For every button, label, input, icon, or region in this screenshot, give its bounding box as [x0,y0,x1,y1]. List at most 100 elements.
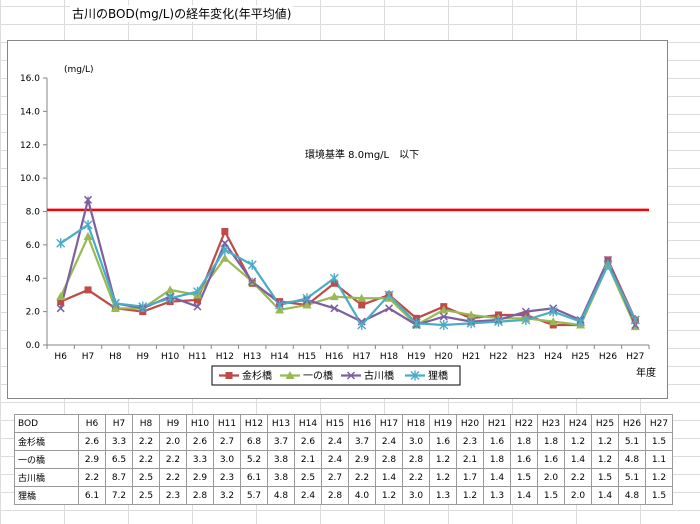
table-cell: 1.6 [429,432,457,451]
legend-label: 古川橋 [364,369,394,382]
table-year-header: H12 [240,414,268,433]
data-point [57,298,65,306]
x-tick-label: H15 [298,352,316,362]
x-tick-label: H16 [325,352,343,362]
table-cell: 6.1 [78,486,106,505]
table-cell: 3.3 [186,450,214,469]
data-point [346,371,356,380]
data-point [302,300,312,309]
data-point [357,293,367,302]
data-point [225,372,233,379]
data-point [548,306,558,317]
table-cell: 3.0 [402,486,430,505]
data-point [603,259,613,270]
x-tick-label: H13 [243,352,261,362]
x-tick-label: H27 [626,352,644,362]
table-row: 古川橋 2.2 8.7 2.5 2.2 2.9 2.3 6.1 3.8 2.5 2.7 2.2 1.4 2… [14,468,673,487]
data-point [165,285,175,294]
data-point [285,371,295,379]
line-chart: 0.0 2.0 4.0 6.0 8.0 10.0 12.0 14.0 16.0 (mg/L) H6 H… [20,65,656,386]
table-cell: 2.3 [456,432,484,451]
table-cell: 3.0 [213,450,241,469]
table-row: 一の橋 2.9 6.5 2.2 2.2 3.3 3.0 5.2 3.8 2.1 2.4 2.9 2.8 2… [14,450,673,469]
x-tick-label: H11 [188,352,206,362]
y-tick-label: 4.0 [26,274,41,284]
data-point [193,302,202,311]
table-cell: 1.7 [456,468,484,487]
table-cell: 3.2 [213,486,241,505]
table-cell: 1.4 [375,468,403,487]
table-cell: 1.4 [483,468,511,487]
table-cell: 3.7 [267,432,295,451]
y-tick-label: 8.0 [26,208,41,218]
x-tick-label: H17 [353,352,371,362]
chart-title: 古川のBOD(mg/L)の経年変化(年平均値) [70,5,294,22]
data-point [411,318,421,329]
data-point [412,314,420,322]
table-cell: 1.2 [645,468,673,487]
table-cell: 1.3 [483,486,511,505]
data-point [83,219,93,230]
table-cell: 2.0 [159,432,187,451]
table-cell: 3.7 [348,432,376,451]
table-cell: 4.8 [267,486,295,505]
table-cell: 1.6 [483,432,511,451]
table-cell: 2.6 [78,432,106,451]
data-point [302,293,312,304]
table-cell: 1.2 [375,486,403,505]
x-tick-label: H14 [270,352,288,362]
x-tick-label: H23 [517,352,535,362]
table-cell: 3.8 [267,468,295,487]
y-tick-label: 6.0 [26,241,41,251]
reference-line-label: 環境基準 8.0mg/L 以下 [305,148,419,161]
table-cell: 1.8 [537,432,565,451]
data-point [221,228,229,236]
table-cell: 3.3 [105,432,133,451]
table-cell: 2.2 [348,468,376,487]
x-axis-title: 年度 [636,366,656,379]
chart-area[interactable] [7,40,668,399]
table-cell: 4.0 [348,486,376,505]
data-point [439,319,449,330]
data-point [439,305,449,314]
data-point [384,289,394,300]
series-line [60,223,637,327]
table-year-header: H6 [78,414,106,433]
table-cell: 5.1 [618,432,646,451]
table-cell: 2.2 [132,432,160,451]
x-tick-label: H12 [216,352,234,362]
y-tick-label: 2.0 [26,308,41,318]
data-point [84,195,93,204]
data-point [548,317,558,326]
table-cell: 5.1 [618,468,646,487]
table-cell: 1.5 [510,468,538,487]
table-cell: 2.4 [321,432,349,451]
table-cell: 1.2 [591,432,619,451]
table-cell: 1.1 [645,450,673,469]
x-tick-label: H18 [380,352,398,362]
table-cell: 2.3 [159,486,187,505]
table-cell: 2.9 [78,450,106,469]
table-cell: 2.4 [294,486,322,505]
data-point [494,316,503,327]
table-cell: 2.2 [564,468,592,487]
y-tick-label: 10.0 [20,174,40,184]
data-point [193,286,202,297]
y-tick-label: 14.0 [20,107,40,117]
table-cell: 2.6 [186,432,214,451]
data-point [56,238,66,249]
table-cell: 2.8 [186,486,214,505]
table-cell: 5.7 [240,486,268,505]
data-point [220,239,229,248]
table-year-header: H10 [186,414,214,433]
data-point [165,293,175,304]
series-line [60,228,637,327]
table-cell: 2.5 [132,468,160,487]
data-point [56,292,66,301]
table-cell: 2.9 [348,450,376,469]
table-cell: 2.5 [294,468,322,487]
x-tick-label: H20 [435,352,453,362]
x-tick-label: H26 [599,352,617,362]
table-row-label: 古川橋 [14,468,79,487]
table-year-header: H20 [456,414,484,433]
